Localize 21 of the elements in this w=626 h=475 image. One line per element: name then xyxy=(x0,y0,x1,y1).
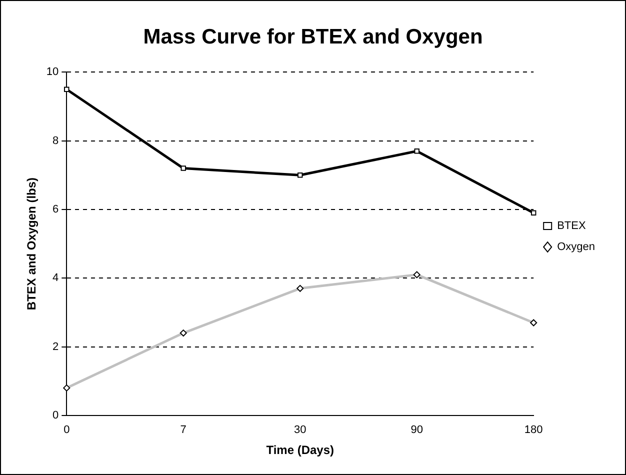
x-axis-title: Time (Days) xyxy=(266,443,334,458)
y-tick-label: 8 xyxy=(52,134,59,147)
y-tick-label: 10 xyxy=(46,66,59,78)
legend-label: Oxygen xyxy=(557,241,596,254)
x-tick-label: 180 xyxy=(524,424,543,436)
point xyxy=(180,166,186,171)
point xyxy=(297,172,303,178)
y-tick-label: 4 xyxy=(52,272,59,284)
y-tick-label: 2 xyxy=(52,340,59,353)
point xyxy=(530,210,536,216)
y-axis-title: BTEX and Oxygen (lbs) xyxy=(24,177,39,310)
chart-title: Mass Curve for BTEX and Oxygen xyxy=(143,25,483,48)
point xyxy=(64,86,70,92)
point xyxy=(414,148,420,154)
x-tick-label: 30 xyxy=(294,424,306,436)
y-tick-label: 0 xyxy=(52,409,59,422)
legend-label: BTEX xyxy=(557,220,586,232)
x-tick-label: 7 xyxy=(180,424,186,436)
x-tick-label: 90 xyxy=(410,424,423,436)
x-tick-label: 0 xyxy=(64,424,70,436)
y-tick-label: 6 xyxy=(52,204,59,216)
